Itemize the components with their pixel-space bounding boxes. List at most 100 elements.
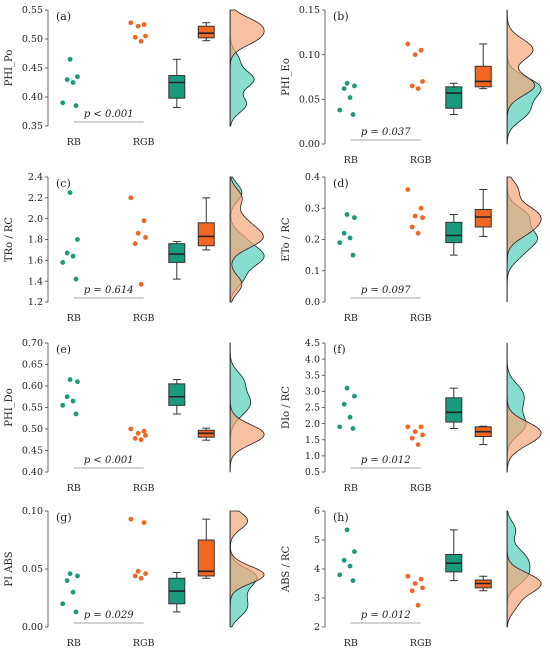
rb-point bbox=[350, 426, 356, 431]
rb-point bbox=[64, 77, 70, 82]
rb-point bbox=[337, 424, 343, 430]
y-tick-label: 2.4 bbox=[28, 172, 43, 183]
rb-point bbox=[70, 398, 76, 404]
rgb-point bbox=[412, 52, 418, 58]
rb-point bbox=[67, 571, 73, 577]
rb-point bbox=[350, 252, 356, 258]
y-tick-label: 0.40 bbox=[22, 92, 43, 103]
panel-label: (b) bbox=[333, 10, 349, 23]
rgb-point bbox=[143, 433, 148, 438]
rb-point bbox=[347, 414, 353, 420]
y-tick-label: 5 bbox=[314, 535, 320, 546]
y-tick-label: 4 bbox=[314, 564, 320, 575]
rb-boxplot bbox=[445, 529, 463, 582]
rgb-boxplot bbox=[474, 189, 492, 237]
rb-point bbox=[344, 385, 350, 391]
rgb-point bbox=[418, 424, 424, 430]
box-body bbox=[445, 86, 463, 109]
rb-point bbox=[352, 83, 357, 89]
box-body bbox=[445, 221, 463, 244]
y-tick-label: 0.10 bbox=[22, 506, 43, 517]
rgb-point bbox=[412, 429, 418, 435]
rgb-point bbox=[405, 573, 411, 579]
rb-point bbox=[341, 86, 347, 92]
p-value-label: p < 0.001 bbox=[84, 455, 134, 466]
y-tick-label: 2.5 bbox=[305, 403, 320, 414]
rb-point bbox=[64, 578, 70, 583]
p-value-label: p = 0.012 bbox=[361, 610, 411, 621]
panel-e: 0.40 0.45 0.50 0.55 0.60 0.65 0.70 PHI_Do (e) RB R… bbox=[4, 338, 265, 494]
panel-c: 1.2 1.4 1.6 1.8 2.0 2.2 2.4 TRo / RC (c) RB RGB p =… bbox=[4, 172, 265, 324]
rgb-point bbox=[418, 205, 424, 211]
rgb-point bbox=[141, 22, 147, 27]
y-axis-label: PHI_Do bbox=[4, 388, 15, 426]
rgb-point bbox=[143, 571, 148, 577]
y-tick-label: 3 bbox=[314, 593, 320, 604]
panel-a: 0.35 0.40 0.45 0.50 0.55 PHI_Po (a) RB RGB p < 0.… bbox=[4, 5, 265, 148]
p-value-label: p = 0.029 bbox=[84, 610, 134, 621]
y-tick-label: 0.50 bbox=[22, 34, 43, 45]
rgb-point bbox=[143, 33, 148, 39]
category-label: RB bbox=[67, 638, 81, 649]
rgb-point bbox=[141, 218, 147, 224]
y-tick-label: 0.45 bbox=[22, 63, 43, 74]
y-tick-label: 4.0 bbox=[305, 354, 320, 365]
rgb-point bbox=[128, 516, 134, 522]
category-label: RB bbox=[344, 483, 358, 494]
y-tick-label: 0.05 bbox=[22, 564, 43, 575]
y-tick-label: 6 bbox=[314, 506, 320, 517]
y-tick-label: 0.00 bbox=[22, 622, 43, 633]
panel-label: (a) bbox=[56, 10, 71, 23]
rgb-point bbox=[128, 426, 134, 432]
y-axis-label: PHI_Po bbox=[4, 50, 15, 87]
rb-point bbox=[73, 609, 79, 615]
rb-point bbox=[60, 100, 66, 106]
rgb-density bbox=[229, 176, 264, 303]
rgb-point bbox=[138, 575, 144, 581]
y-tick-label: 1.6 bbox=[28, 256, 43, 267]
category-label: RB bbox=[67, 313, 81, 324]
box-body bbox=[168, 243, 186, 263]
rgb-point bbox=[138, 38, 144, 44]
category-label: RGB bbox=[133, 638, 155, 649]
rgb-point bbox=[132, 436, 138, 441]
rb-point bbox=[60, 260, 66, 265]
rgb-boxplot bbox=[474, 425, 492, 446]
y-tick-label: 1.5 bbox=[305, 435, 320, 446]
rgb-point bbox=[409, 435, 415, 441]
rgb-boxplot bbox=[197, 22, 215, 42]
rgb-boxplot bbox=[197, 197, 215, 251]
panel-label: (h) bbox=[333, 511, 349, 524]
y-tick-label: 2 bbox=[314, 622, 320, 633]
category-label: RB bbox=[67, 137, 81, 148]
rb-boxplot bbox=[445, 387, 463, 429]
rgb-point bbox=[405, 424, 411, 430]
box-body bbox=[445, 397, 463, 423]
box-body bbox=[474, 65, 492, 88]
rgb-point bbox=[412, 213, 418, 219]
rb-point bbox=[67, 377, 73, 382]
rb-boxplot bbox=[168, 241, 186, 280]
rb-boxplot bbox=[168, 379, 186, 415]
rgb-point bbox=[135, 430, 141, 436]
rgb-point bbox=[420, 215, 425, 221]
rb-point bbox=[67, 190, 73, 196]
panel-label: (g) bbox=[56, 511, 72, 524]
panel-label: (f) bbox=[333, 343, 346, 356]
rb-point bbox=[347, 563, 353, 569]
panel-label: (d) bbox=[333, 177, 349, 190]
rgb-point bbox=[135, 568, 141, 574]
y-tick-label: 0.35 bbox=[22, 121, 43, 132]
y-tick-label: 0.3 bbox=[305, 203, 320, 214]
box-body bbox=[474, 209, 492, 228]
y-axis-label: ETo / RC bbox=[281, 217, 292, 261]
rb-point bbox=[70, 253, 76, 259]
p-value-label: p = 0.037 bbox=[361, 127, 411, 138]
y-tick-label: 0.50 bbox=[22, 424, 43, 435]
rb-point bbox=[75, 237, 80, 242]
y-tick-label: 0.40 bbox=[22, 467, 43, 478]
rb-point bbox=[70, 80, 76, 85]
category-label: RGB bbox=[410, 155, 432, 166]
y-tick-label: 0.55 bbox=[22, 403, 43, 414]
